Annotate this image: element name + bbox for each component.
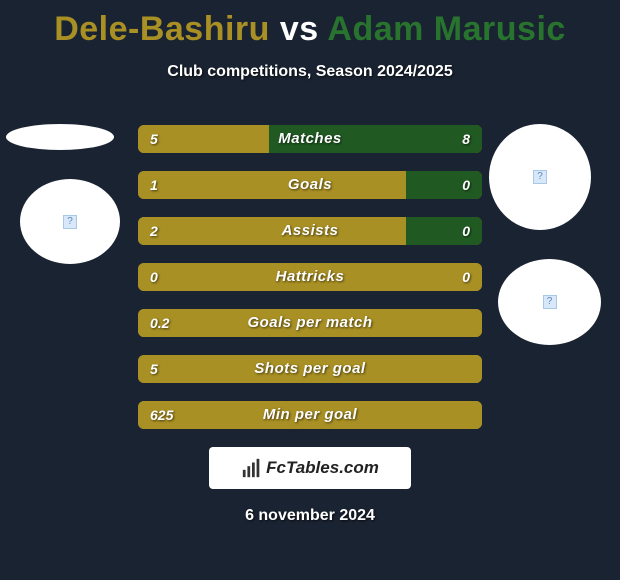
placeholder-icon: ? (543, 295, 557, 309)
vs-text: vs (280, 10, 319, 48)
stat-value-left: 5 (150, 355, 158, 383)
placeholder-icon: ? (533, 170, 547, 184)
stat-value-left: 5 (150, 125, 158, 153)
stats-container: Matches58Goals10Assists20Hattricks00Goal… (138, 125, 482, 429)
stat-row: Shots per goal5 (138, 355, 482, 383)
stat-value-right: 0 (462, 217, 470, 245)
placeholder-icon: ? (63, 215, 77, 229)
stat-row: Min per goal625 (138, 401, 482, 429)
date-text: 6 november 2024 (0, 507, 620, 525)
stat-value-right: 8 (462, 125, 470, 153)
stat-value-left: 625 (150, 401, 173, 429)
stat-value-right: 0 (462, 171, 470, 199)
stat-row: Goals1 0 (138, 171, 482, 199)
subtitle-text: Club competitions, Season 2024/2025 (167, 63, 452, 80)
stat-row: Hattricks0 0 (138, 263, 482, 291)
bars-icon (241, 457, 263, 479)
player1-avatar: ? (20, 179, 120, 264)
stat-label: Goals per match (138, 309, 482, 337)
club-avatar: ? (498, 259, 601, 345)
decor-ellipse (6, 124, 114, 150)
brand-text: FcTables.com (266, 458, 379, 478)
stat-value-left: 0 (150, 263, 158, 291)
player2-name: Adam Marusic (327, 10, 565, 48)
stat-value-left: 0.2 (150, 309, 169, 337)
stat-row: Goals per match0.2 (138, 309, 482, 337)
stat-label: Assists (138, 217, 482, 245)
stat-label: Shots per goal (138, 355, 482, 383)
stat-label: Min per goal (138, 401, 482, 429)
stat-value-left: 2 (150, 217, 158, 245)
stat-label: Goals (138, 171, 482, 199)
brand-box: FcTables.com (209, 447, 411, 489)
stat-row: Matches5 8 (138, 125, 482, 153)
comparison-title: Dele-Bashiru vs Adam Marusic (0, 0, 620, 49)
player1-name: Dele-Bashiru (54, 10, 270, 48)
stat-label: Matches (138, 125, 482, 153)
stat-label: Hattricks (138, 263, 482, 291)
stat-value-right: 0 (462, 263, 470, 291)
stat-row: Assists2 0 (138, 217, 482, 245)
subtitle: Club competitions, Season 2024/2025 (0, 63, 620, 81)
stat-value-left: 1 (150, 171, 158, 199)
player2-avatar: ? (489, 124, 591, 230)
